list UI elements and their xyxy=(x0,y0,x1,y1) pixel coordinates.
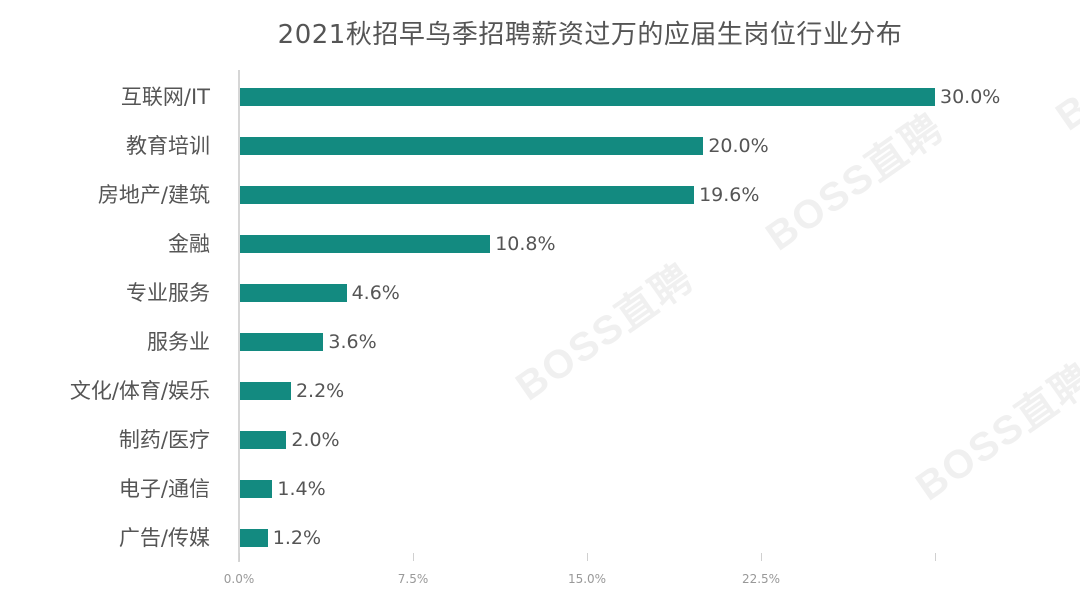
bar-row: 金融 10.8% xyxy=(0,229,1080,259)
x-tick-label: 0.0% xyxy=(223,572,255,586)
bar xyxy=(240,529,268,547)
value-label: 20.0% xyxy=(708,135,769,157)
bar-row: 广告/传媒 1.2% xyxy=(0,523,1080,553)
x-tick-label: 15.0% xyxy=(567,572,607,586)
bar xyxy=(240,284,347,302)
chart-title: 2021秋招早鸟季招聘薪资过万的应届生岗位行业分布 xyxy=(277,20,903,50)
y-axis-line xyxy=(238,70,240,562)
value-label: 2.2% xyxy=(295,380,345,402)
category-label: 房地产/建筑 xyxy=(97,183,210,207)
bar xyxy=(240,137,704,155)
value-label: 3.6% xyxy=(328,331,377,353)
category-label: 文化/体育/娱乐 xyxy=(69,379,210,403)
x-tick xyxy=(935,553,936,561)
category-label: 服务业 xyxy=(147,330,210,354)
bar-row: 专业服务 4.6% xyxy=(0,278,1080,308)
bar xyxy=(240,235,491,253)
bar-row: 互联网/IT 30.0% xyxy=(0,82,1080,112)
category-label: 互联网/IT xyxy=(120,85,210,109)
bar-row: 制药/医疗 2.0% xyxy=(0,425,1080,455)
bar xyxy=(240,186,695,204)
category-label: 电子/通信 xyxy=(118,477,210,501)
category-label: 制药/医疗 xyxy=(118,428,210,452)
x-tick-label: 22.5% xyxy=(741,572,781,586)
value-label: 2.0% xyxy=(291,429,340,451)
x-tick xyxy=(239,553,240,561)
category-label: 教育培训 xyxy=(126,134,210,158)
bar xyxy=(240,88,935,106)
bar xyxy=(240,333,324,351)
bar-row: 电子/通信 1.4% xyxy=(0,474,1080,504)
bar-row: 房地产/建筑 19.6% xyxy=(0,180,1080,210)
x-tick-label: 7.5% xyxy=(397,572,429,586)
category-label: 金融 xyxy=(168,232,210,256)
value-label: 19.6% xyxy=(699,184,760,206)
value-label: 30.0% xyxy=(940,86,1001,108)
bar xyxy=(240,480,273,498)
category-label: 广告/传媒 xyxy=(118,526,210,550)
bar xyxy=(240,382,291,400)
x-tick xyxy=(587,553,588,561)
value-label: 1.2% xyxy=(272,527,322,549)
x-tick xyxy=(413,553,414,561)
bar-row: 教育培训 20.0% xyxy=(0,131,1080,161)
value-label: 1.4% xyxy=(277,478,326,500)
value-label: 4.6% xyxy=(351,282,400,304)
bar xyxy=(240,431,287,449)
bar-row: 文化/体育/娱乐 2.2% xyxy=(0,376,1080,406)
bar-row: 服务业 3.6% xyxy=(0,327,1080,357)
value-label: 10.8% xyxy=(495,233,556,255)
x-tick xyxy=(761,553,762,561)
category-label: 专业服务 xyxy=(126,281,210,305)
